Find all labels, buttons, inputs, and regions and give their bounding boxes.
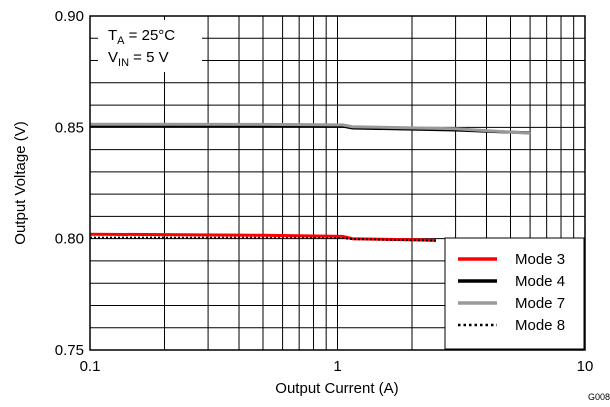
plot-frame [89, 15, 586, 351]
temp-value: = 25°C [125, 27, 176, 44]
vin-prefix: V [108, 49, 118, 66]
tick-labels: 0.1 1 10 0.75 0.80 0.85 0.90 [55, 8, 594, 375]
vin-value: = 5 V [129, 49, 169, 66]
series-line-mode-7 [89, 122, 531, 135]
conditions-box: TA = 25°C VIN = 5 V [98, 20, 202, 72]
y-tick-label: 0.90 [55, 8, 84, 25]
y-tick-label: 0.80 [55, 231, 84, 248]
temp-prefix: T [108, 27, 117, 44]
y-tick-label: 0.75 [55, 342, 84, 359]
legend-label: Mode 3 [515, 251, 565, 268]
x-tick-label: 0.1 [80, 358, 101, 375]
temperature-condition: TA = 25°C [108, 27, 175, 47]
temp-sub: A [117, 35, 125, 47]
x-tick-label: 10 [577, 358, 594, 375]
figure-id: G008 [588, 392, 610, 402]
x-axis-title: Output Current (A) [275, 380, 398, 397]
legend-label: Mode 4 [515, 273, 565, 290]
series-lines [89, 122, 531, 242]
vin-sub: IN [118, 57, 129, 69]
legend-label: Mode 8 [515, 317, 565, 334]
legend-box [444, 237, 585, 350]
vin-condition: VIN = 5 V [108, 49, 169, 69]
y-axis-title: Output Voltage (V) [12, 121, 29, 244]
x-tick-label: 1 [333, 358, 341, 375]
series-line-mode-8 [89, 236, 437, 242]
legend: Mode 3 Mode 4 Mode 7 Mode 8 [444, 237, 585, 350]
y-tick-label: 0.85 [55, 119, 84, 136]
legend-label: Mode 7 [515, 295, 565, 312]
